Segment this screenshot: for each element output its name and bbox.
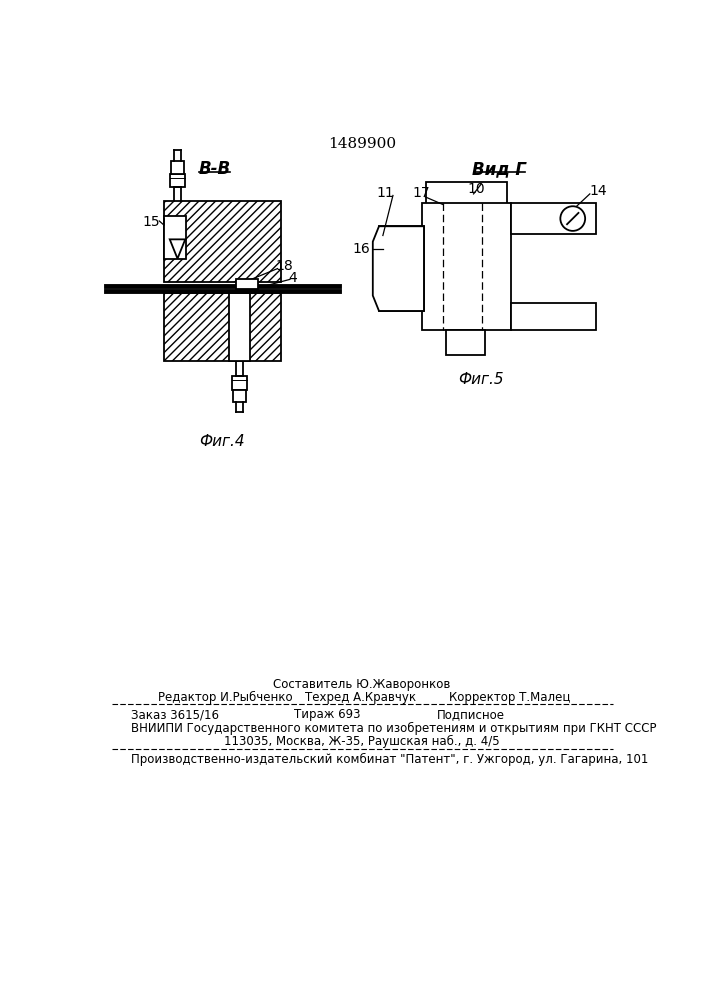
Text: Техред А.Кравчук: Техред А.Кравчук [305,691,416,704]
Text: Производственно-издательский комбинат "Патент", г. Ужгород, ул. Гагарина, 101: Производственно-издательский комбинат "П… [131,753,648,766]
Bar [230,293,250,361]
Bar [164,216,186,259]
Text: 113035, Москва, Ж-35, Раушская наб., д. 4/5: 113035, Москва, Ж-35, Раушская наб., д. … [224,734,500,748]
Text: Составитель Ю.Жаворонков: Составитель Ю.Жаворонков [274,678,450,691]
Text: 15: 15 [142,215,160,229]
Text: 16: 16 [352,242,370,256]
Text: Вид Г: Вид Г [472,160,526,178]
Text: Фиг.5: Фиг.5 [458,372,504,387]
Bar [510,203,596,234]
Circle shape [561,206,585,231]
Bar [510,303,596,330]
Bar [236,279,258,289]
Bar [233,389,246,402]
Text: 14: 14 [590,184,607,198]
Bar [170,174,185,187]
Polygon shape [373,226,424,311]
Text: Тираж 693: Тираж 693 [293,708,361,721]
Bar [164,201,281,282]
Bar [426,182,507,205]
Text: 17: 17 [413,186,431,200]
Text: 18: 18 [276,259,293,273]
Text: 10: 10 [467,182,485,196]
Polygon shape [170,239,185,259]
Bar [379,226,424,311]
Text: 4: 4 [288,271,297,285]
Bar [421,203,510,330]
Text: Подписное: Подписное [437,708,505,721]
Text: 11: 11 [376,186,394,200]
Bar [164,293,281,361]
Text: Корректор Т.Малец: Корректор Т.Малец [449,691,570,704]
Text: Редактор И.Рыбченко: Редактор И.Рыбченко [158,691,293,704]
Bar [164,201,281,282]
Text: ВНИИПИ Государственного комитета по изобретениям и открытиям при ГКНТ СССР: ВНИИПИ Государственного комитета по изоб… [131,722,657,735]
Bar [232,376,247,390]
Text: Заказ 3615/16: Заказ 3615/16 [131,708,219,721]
Bar [446,330,485,355]
Text: В-В: В-В [199,160,230,178]
Text: Фиг.4: Фиг.4 [199,434,245,449]
Bar [171,161,184,174]
Bar [164,293,281,361]
Text: 1489900: 1489900 [328,137,396,151]
